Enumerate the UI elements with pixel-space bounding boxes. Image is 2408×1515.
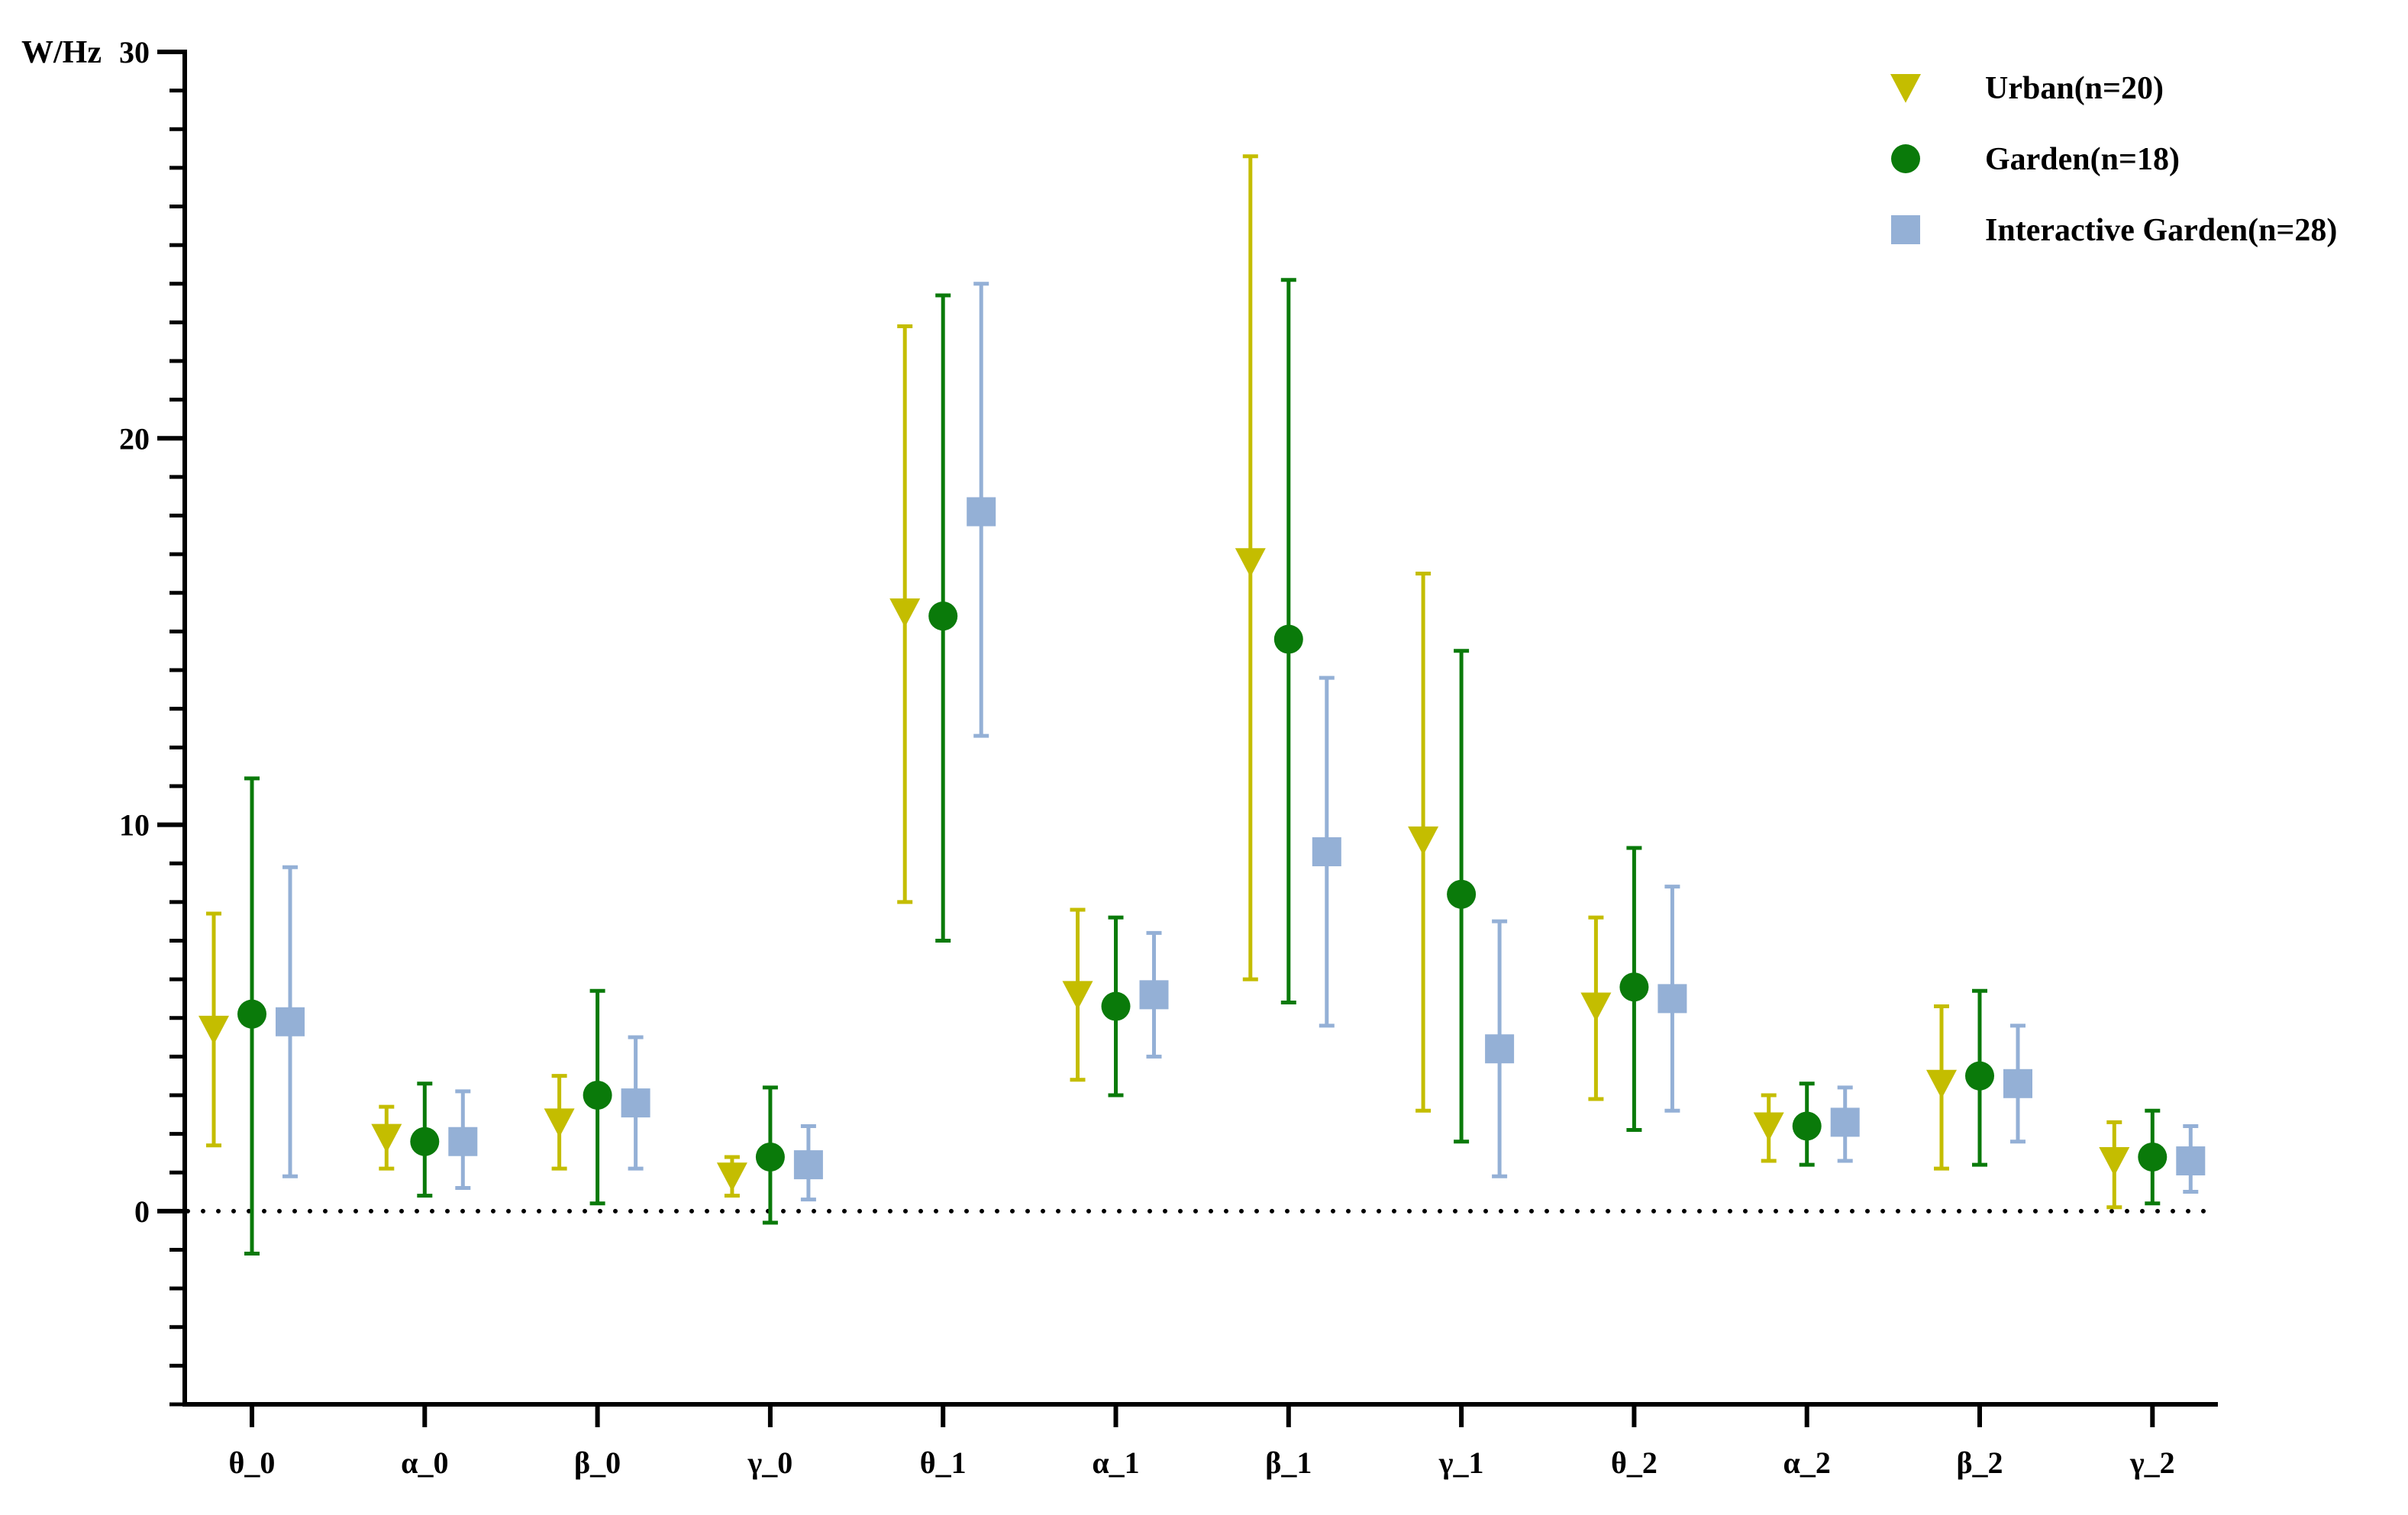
urban-point — [1580, 992, 1612, 1022]
garden-point — [1101, 991, 1131, 1021]
urban-point — [371, 1123, 402, 1153]
legend-interactive-garden-label: Interactive Garden(n=28) — [1985, 213, 2337, 248]
interactive-garden-point — [448, 1127, 478, 1156]
interactive-garden-point — [1312, 837, 1341, 867]
legend-urban-marker — [1890, 74, 1921, 103]
x-tick-label: α_2 — [1783, 1446, 1831, 1480]
x-tick-label: β_1 — [1265, 1446, 1312, 1480]
legend-garden-marker — [1891, 144, 1920, 173]
urban-point — [1926, 1069, 1957, 1099]
urban-point — [1753, 1112, 1784, 1142]
urban-point — [1408, 826, 1439, 856]
garden-point — [583, 1080, 612, 1110]
y-tick-label: 30 — [119, 35, 150, 69]
legend-interactive-garden-marker — [1891, 215, 1920, 244]
garden-point — [755, 1142, 785, 1172]
y-tick-label: 10 — [119, 808, 150, 843]
garden-point — [237, 999, 266, 1029]
x-tick-label: γ_1 — [1438, 1446, 1484, 1480]
x-tick-label: θ_0 — [229, 1446, 276, 1480]
urban-point — [199, 1015, 229, 1045]
y-tick-label: 0 — [134, 1194, 150, 1229]
garden-point — [1447, 879, 1477, 909]
garden-point — [410, 1127, 440, 1156]
urban-point — [544, 1108, 575, 1138]
x-tick-label: β_2 — [1956, 1446, 2003, 1480]
y-tick-label: 20 — [119, 421, 150, 456]
markers-group — [199, 497, 2206, 1192]
interactive-garden-point — [967, 497, 996, 527]
legend-urban-label: Urban(n=20) — [1985, 71, 2164, 106]
urban-point — [716, 1162, 747, 1192]
x-tick-label: γ_0 — [747, 1446, 793, 1480]
garden-point — [2138, 1142, 2168, 1172]
urban-point — [1062, 981, 1093, 1011]
interactive-garden-point — [793, 1150, 823, 1180]
x-tick-label: θ_1 — [920, 1446, 967, 1480]
y-axis-label: W/Hz — [21, 35, 102, 70]
urban-point — [889, 598, 921, 627]
interactive-garden-point — [621, 1088, 650, 1118]
urban-point — [1235, 548, 1266, 578]
interactive-garden-point — [276, 1007, 305, 1036]
garden-point — [1792, 1111, 1822, 1141]
interactive-garden-point — [1830, 1107, 1860, 1137]
x-tick-label: β_0 — [574, 1446, 621, 1480]
interactive-garden-point — [1139, 980, 1169, 1010]
x-tick-label: α_0 — [401, 1446, 448, 1480]
x-tick-label: γ_2 — [2129, 1446, 2175, 1480]
x-tick-label: θ_2 — [1611, 1446, 1658, 1480]
garden-point — [1619, 972, 1649, 1002]
interactive-garden-point — [1485, 1034, 1515, 1064]
urban-point — [2099, 1147, 2130, 1176]
garden-point — [1273, 624, 1303, 654]
garden-point — [1965, 1061, 1994, 1091]
interactive-garden-point — [2003, 1069, 2032, 1098]
garden-point — [928, 601, 958, 631]
interactive-garden-point — [1658, 984, 1687, 1014]
legend: Urban(n=20) Garden(n=18) Interactive Garde… — [1890, 71, 2337, 248]
x-tick-label: α_1 — [1092, 1446, 1139, 1480]
axes-group: 0 10 20 30 W/Hz θ_0 α_0 β_0 γ_0 θ_1 α_1 β_1 γ_1 θ_2 α_… — [21, 35, 2218, 1480]
legend-garden-label: Garden(n=18) — [1985, 142, 2180, 177]
error-bars-group — [206, 154, 2199, 1256]
interactive-garden-point — [2176, 1146, 2206, 1176]
